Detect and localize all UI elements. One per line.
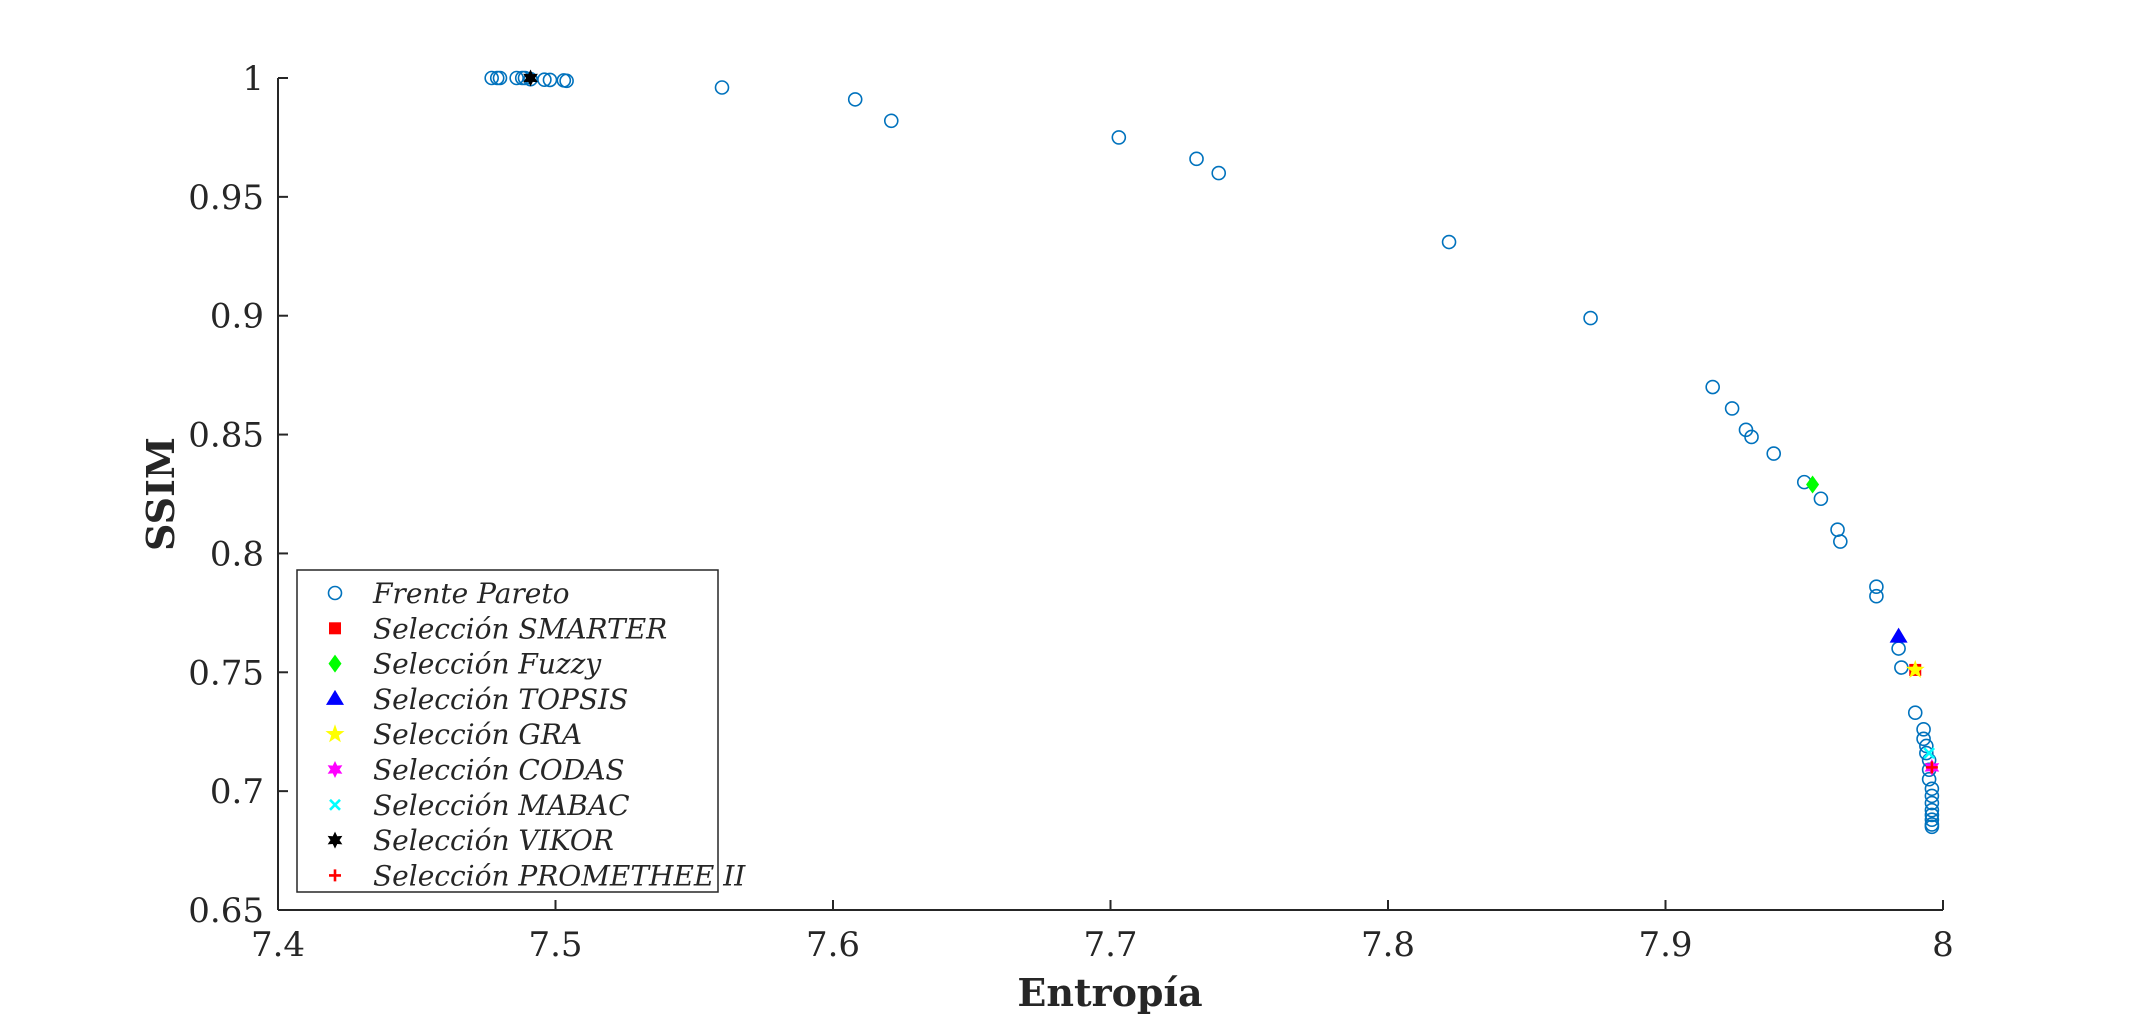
- data-point: [1724, 401, 1740, 416]
- data-point: [1211, 165, 1227, 181]
- data-point: [1916, 722, 1931, 737]
- data-point: [1806, 475, 1820, 494]
- data-point: [1189, 151, 1204, 167]
- legend-item: Selección TOPSIS: [326, 683, 628, 716]
- data-point: [523, 69, 538, 87]
- legend-marker: [327, 831, 343, 849]
- series-7: [523, 69, 538, 87]
- legend-marker: [328, 654, 342, 673]
- data-point: [492, 70, 508, 86]
- data-point: [1924, 819, 1940, 835]
- data-point: [1869, 588, 1884, 604]
- data-point: [1924, 807, 1940, 823]
- legend-item: Selección VIKOR: [327, 824, 614, 857]
- data-point: [1924, 788, 1940, 804]
- legend-item: Selección CODAS: [327, 754, 625, 787]
- data-point: [714, 80, 730, 95]
- data-point: [1916, 731, 1931, 747]
- data-point: [1583, 310, 1598, 326]
- legend-label: Selección VIKOR: [373, 824, 614, 857]
- x-tick-label: 7.7: [1083, 925, 1137, 965]
- data-point: [1924, 795, 1940, 811]
- y-tick-label: 0.8: [210, 534, 264, 574]
- data-point: [1441, 234, 1457, 250]
- data-point: [1766, 446, 1782, 461]
- data-point: [1907, 705, 1923, 720]
- data-point: [847, 92, 863, 107]
- x-tick-label: 7.6: [806, 925, 860, 965]
- legend-label: Selección TOPSIS: [373, 683, 628, 716]
- y-tick-label: 0.65: [188, 891, 264, 931]
- data-point: [1919, 745, 1934, 761]
- legend-item: Selección PROMETHEE II: [329, 859, 746, 892]
- legend-label: Selección Fuzzy: [373, 648, 602, 681]
- legend-label: Frente Pareto: [372, 577, 569, 610]
- y-tick-label: 1: [242, 59, 264, 99]
- y-tick-label: 0.7: [210, 772, 264, 812]
- data-point: [537, 72, 552, 87]
- data-point: [1869, 579, 1884, 595]
- series-4: [1905, 659, 1925, 678]
- legend-marker: [327, 761, 343, 778]
- y-tick-label: 0.75: [188, 653, 264, 693]
- x-tick-label: 7.5: [528, 925, 582, 965]
- y-axis-title: SSIM: [138, 437, 183, 551]
- legend-item: Frente Pareto: [327, 577, 569, 610]
- data-point: [484, 70, 499, 86]
- data-point: [1924, 802, 1940, 818]
- legend-marker: [329, 622, 341, 635]
- data-point: [1889, 627, 1908, 643]
- data-point: [542, 72, 558, 88]
- data-point: [1924, 812, 1940, 827]
- data-point: [1924, 781, 1940, 797]
- data-point: [1919, 738, 1934, 754]
- y-tick-label: 0.95: [188, 178, 264, 218]
- legend-marker: [329, 869, 341, 882]
- series-3: [1889, 627, 1908, 643]
- data-point: [1833, 534, 1848, 549]
- series-2: [1806, 475, 1820, 494]
- data-point: [1813, 491, 1829, 507]
- data-point: [1921, 771, 1937, 787]
- data-point: [1830, 522, 1845, 537]
- legend-item: Selección Fuzzy: [328, 648, 602, 681]
- legend-label: Selección PROMETHEE II: [373, 859, 746, 892]
- data-point: [1894, 660, 1909, 675]
- legend-label: Selección MABAC: [373, 789, 630, 822]
- data-point: [1705, 379, 1720, 395]
- data-point: [509, 70, 524, 86]
- legend-label: Selección SMARTER: [373, 612, 667, 645]
- data-point: [1891, 641, 1906, 656]
- legend-marker: [326, 689, 344, 705]
- data-point: [883, 113, 899, 129]
- x-tick-label: 7.4: [251, 925, 305, 965]
- data-point: [1905, 659, 1925, 678]
- legend-box: [296, 569, 719, 893]
- data-point: [1744, 429, 1759, 445]
- data-point: [559, 73, 574, 89]
- legend-label: Selección CODAS: [373, 754, 625, 787]
- legend-item: Selección SMARTER: [329, 612, 667, 645]
- legend-marker: [325, 724, 345, 743]
- x-tick-label: 8: [1932, 925, 1954, 965]
- y-tick-label: 0.9: [210, 297, 264, 337]
- legend-marker: [327, 585, 343, 601]
- legend-marker: [329, 798, 341, 811]
- legend-item: Selección MABAC: [329, 789, 630, 822]
- x-tick-label: 7.8: [1361, 925, 1415, 965]
- legend-label: Selección GRA: [373, 718, 582, 751]
- data-point: [1925, 761, 1938, 774]
- data-point: [1111, 130, 1127, 145]
- data-point: [1923, 747, 1936, 760]
- y-tick-label: 0.85: [188, 416, 264, 456]
- x-tick-label: 7.9: [1638, 925, 1692, 965]
- ticks: 7.4 7.5 7.6 7.7 7.8 7.9 8 0.65 0.7 0.75 0.8 0.85 0.9…: [188, 59, 1954, 965]
- series-6: [1923, 747, 1936, 760]
- data-points: [484, 69, 1940, 835]
- x-axis-title: Entropía: [1017, 970, 1202, 1015]
- legend-item: Selección GRA: [325, 718, 582, 751]
- series-8: [1925, 761, 1938, 774]
